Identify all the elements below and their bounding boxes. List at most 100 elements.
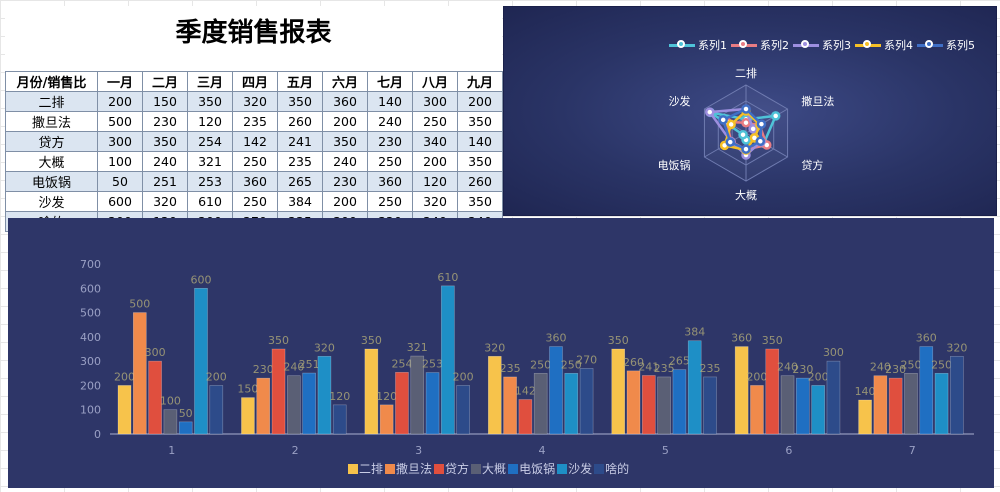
radar-legend-item[interactable]: 系列5 — [917, 37, 975, 53]
table-cell[interactable]: 320 — [142, 191, 188, 212]
bar-legend-item[interactable]: 电饭锅 — [508, 460, 555, 477]
header-month[interactable]: 三月 — [187, 71, 233, 92]
table-cell[interactable]: 240 — [322, 151, 368, 172]
table-cell[interactable]: 200 — [322, 111, 368, 132]
table-cell[interactable]: 360 — [322, 91, 368, 112]
radar-legend-item[interactable]: 系列1 — [669, 37, 727, 53]
legend-swatch-icon — [557, 463, 568, 474]
legend-dot-icon — [925, 39, 933, 48]
row-label[interactable]: 电饭锅 — [5, 171, 98, 192]
table-cell[interactable]: 230 — [367, 131, 413, 152]
table-cell[interactable]: 360 — [367, 171, 413, 192]
table-cell[interactable]: 250 — [367, 151, 413, 172]
row-label[interactable]: 大概 — [5, 151, 98, 172]
radar-legend-item[interactable]: 系列3 — [793, 37, 851, 53]
bar-chart-panel[interactable]: 0 100 200 300 400 500 600 700 1 200 500 300 100 50 600… — [8, 218, 994, 488]
table-cell[interactable]: 140 — [457, 131, 503, 152]
bar-legend-item[interactable]: 撒旦法 — [385, 460, 432, 477]
header-corner[interactable]: 月份/销售比 — [5, 71, 98, 92]
table-cell[interactable]: 50 — [97, 171, 143, 192]
table-cell[interactable]: 240 — [367, 111, 413, 132]
y-tick-label: 300 — [80, 355, 101, 368]
radar-chart-panel[interactable]: 二排 撒旦法 贷方 大概 电饭锅 沙发 系列1 系列2 系列3 系列4 系列5 — [503, 6, 997, 216]
table-cell[interactable]: 253 — [187, 171, 233, 192]
table-cell[interactable]: 235 — [232, 111, 278, 132]
radar-indicator-label: 沙发 — [669, 94, 691, 108]
table-cell[interactable]: 250 — [232, 191, 278, 212]
bar — [117, 385, 132, 435]
table-cell[interactable]: 140 — [367, 91, 413, 112]
table-cell[interactable]: 250 — [367, 191, 413, 212]
table-cell[interactable]: 350 — [187, 91, 233, 112]
table-cell[interactable]: 100 — [97, 151, 143, 172]
table-cell[interactable]: 320 — [232, 91, 278, 112]
row-label[interactable]: 二排 — [5, 91, 98, 112]
header-month[interactable]: 七月 — [367, 71, 413, 92]
table-cell[interactable]: 350 — [322, 131, 368, 152]
bar-legend-item[interactable]: 大概 — [471, 460, 506, 477]
table-cell[interactable]: 235 — [277, 151, 323, 172]
header-month[interactable]: 二月 — [142, 71, 188, 92]
bar-value-label: 360 — [545, 332, 566, 345]
table-cell[interactable]: 600 — [97, 191, 143, 212]
table-cell[interactable]: 120 — [187, 111, 233, 132]
row-label[interactable]: 贷方 — [5, 131, 98, 152]
table-cell[interactable]: 500 — [97, 111, 143, 132]
table-cell[interactable]: 200 — [457, 91, 503, 112]
table-cell[interactable]: 240 — [142, 151, 188, 172]
header-month[interactable]: 六月 — [322, 71, 368, 92]
bar-value-label: 142 — [515, 385, 536, 398]
table-cell[interactable]: 350 — [142, 131, 188, 152]
table-cell[interactable]: 250 — [412, 111, 458, 132]
bar — [873, 375, 888, 435]
radar-point — [770, 111, 781, 121]
table-cell[interactable]: 230 — [322, 171, 368, 192]
bar-value-label: 240 — [283, 361, 304, 374]
header-month[interactable]: 一月 — [97, 71, 143, 92]
legend-swatch-icon — [348, 463, 358, 474]
table-cell[interactable]: 360 — [232, 171, 278, 192]
radar-legend-item[interactable]: 系列2 — [731, 37, 789, 53]
table-cell[interactable]: 230 — [142, 111, 188, 132]
bar — [549, 346, 563, 435]
table-cell[interactable]: 254 — [187, 131, 233, 152]
table-cell[interactable]: 350 — [457, 151, 503, 172]
table-cell[interactable]: 241 — [277, 131, 323, 152]
table-cell[interactable]: 384 — [277, 191, 323, 212]
header-month[interactable]: 四月 — [232, 71, 278, 92]
bar-legend-item[interactable]: 沙发 — [557, 460, 592, 477]
table-cell[interactable]: 200 — [97, 91, 143, 112]
bar-legend-label: 电饭锅 — [519, 462, 556, 476]
table-cell[interactable]: 350 — [277, 91, 323, 112]
bar-legend-item[interactable]: 贷方 — [434, 460, 469, 477]
header-month[interactable]: 八月 — [412, 71, 458, 92]
row-label[interactable]: 撒旦法 — [5, 111, 98, 132]
table-cell[interactable]: 260 — [277, 111, 323, 132]
bar-legend-item[interactable]: 啥的 — [594, 460, 629, 477]
table-cell[interactable]: 150 — [142, 91, 188, 112]
table-cell[interactable]: 610 — [187, 191, 233, 212]
radar-legend-item[interactable]: 系列4 — [855, 37, 913, 53]
header-month[interactable]: 九月 — [457, 71, 503, 92]
table-cell[interactable]: 350 — [457, 111, 503, 132]
bar-legend-item[interactable]: 二排 — [348, 460, 383, 477]
table-cell[interactable]: 320 — [412, 191, 458, 212]
row-label[interactable]: 沙发 — [5, 191, 98, 212]
sheet-title[interactable]: 季度销售报表 — [175, 18, 332, 48]
table-cell[interactable]: 260 — [457, 171, 503, 192]
table-cell[interactable]: 265 — [277, 171, 323, 192]
bar-value-label: 610 — [437, 271, 458, 284]
table-cell[interactable]: 120 — [412, 171, 458, 192]
table-cell[interactable]: 350 — [457, 191, 503, 212]
table-cell[interactable]: 340 — [412, 131, 458, 152]
table-cell[interactable]: 142 — [232, 131, 278, 152]
table-cell[interactable]: 300 — [412, 91, 458, 112]
table-cell[interactable]: 250 — [232, 151, 278, 172]
table-cell[interactable]: 251 — [142, 171, 188, 192]
header-month[interactable]: 五月 — [277, 71, 323, 92]
radar-legend-label: 系列3 — [822, 39, 851, 52]
table-cell[interactable]: 321 — [187, 151, 233, 172]
table-cell[interactable]: 200 — [322, 191, 368, 212]
table-cell[interactable]: 300 — [97, 131, 143, 152]
table-cell[interactable]: 200 — [412, 151, 458, 172]
